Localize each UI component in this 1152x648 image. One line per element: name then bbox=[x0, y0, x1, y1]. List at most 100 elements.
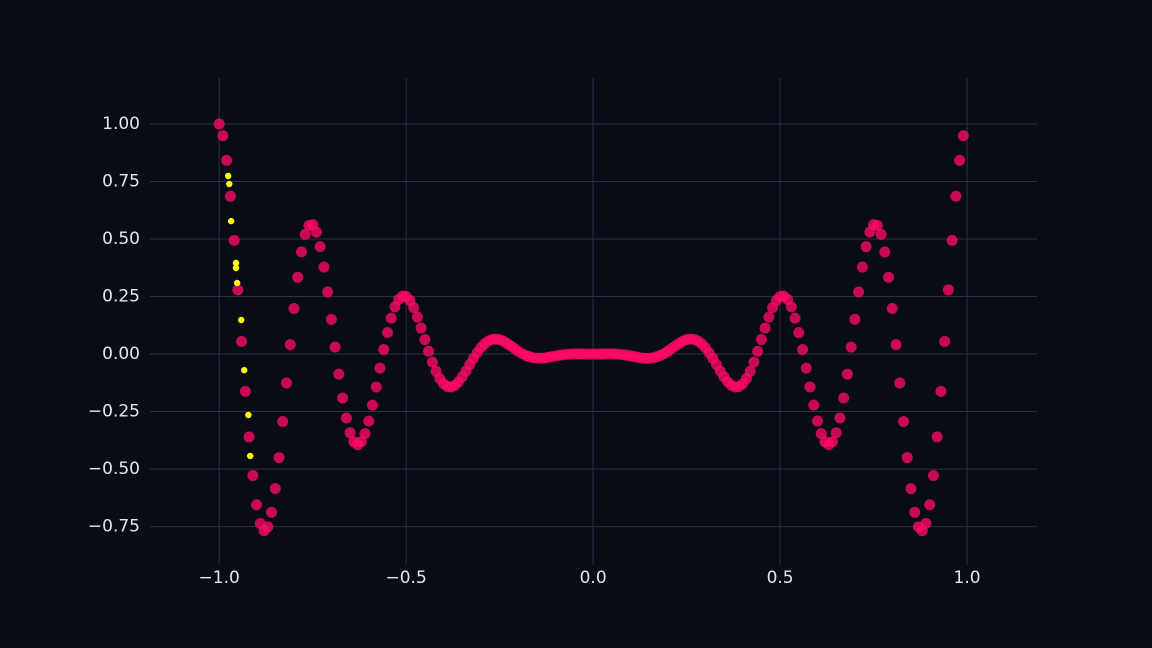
point bbox=[288, 303, 300, 315]
point bbox=[957, 130, 969, 142]
point bbox=[344, 427, 356, 439]
point bbox=[224, 190, 236, 202]
point bbox=[879, 246, 891, 258]
point bbox=[942, 284, 954, 296]
point bbox=[408, 302, 420, 314]
point bbox=[946, 234, 958, 246]
point bbox=[411, 311, 423, 323]
point bbox=[232, 264, 240, 272]
point bbox=[797, 343, 809, 355]
x-tick-label: 0.0 bbox=[580, 568, 607, 588]
point bbox=[423, 345, 435, 357]
point bbox=[314, 241, 326, 253]
point bbox=[370, 381, 382, 393]
point bbox=[793, 327, 805, 339]
point bbox=[826, 436, 838, 448]
y-tick-label: 0.50 bbox=[102, 229, 140, 249]
point bbox=[280, 377, 292, 389]
point bbox=[748, 356, 760, 368]
point bbox=[811, 415, 823, 427]
point bbox=[939, 335, 951, 347]
point bbox=[325, 313, 337, 325]
point bbox=[950, 190, 962, 202]
point bbox=[381, 327, 393, 339]
point bbox=[232, 284, 244, 296]
point bbox=[808, 399, 820, 411]
point bbox=[366, 399, 378, 411]
point bbox=[251, 499, 263, 511]
point bbox=[284, 339, 296, 351]
y-tick-label: 0.25 bbox=[102, 287, 140, 307]
point bbox=[359, 428, 371, 440]
point bbox=[299, 228, 311, 240]
point bbox=[755, 334, 767, 346]
point bbox=[228, 234, 240, 246]
point bbox=[890, 339, 902, 351]
point bbox=[894, 377, 906, 389]
point bbox=[871, 219, 883, 231]
point bbox=[752, 345, 764, 357]
point bbox=[905, 483, 917, 495]
point bbox=[239, 385, 251, 397]
y-tick-label: 0.00 bbox=[102, 344, 140, 364]
point bbox=[931, 431, 943, 443]
point bbox=[243, 431, 255, 443]
point bbox=[935, 385, 947, 397]
point bbox=[804, 381, 816, 393]
point bbox=[883, 271, 895, 283]
point bbox=[830, 427, 842, 439]
point bbox=[329, 341, 341, 353]
point bbox=[875, 228, 887, 240]
point bbox=[849, 313, 861, 325]
point bbox=[426, 356, 438, 368]
point bbox=[845, 341, 857, 353]
point bbox=[920, 517, 932, 529]
y-tick-label: −0.75 bbox=[88, 517, 140, 537]
point bbox=[224, 172, 232, 180]
point bbox=[800, 362, 812, 374]
point bbox=[834, 412, 846, 424]
point bbox=[419, 334, 431, 346]
point bbox=[322, 286, 334, 298]
point bbox=[233, 279, 241, 287]
point bbox=[853, 286, 865, 298]
x-tick-label: −0.5 bbox=[386, 568, 427, 588]
point bbox=[860, 241, 872, 253]
point bbox=[841, 368, 853, 380]
point bbox=[785, 301, 797, 313]
point bbox=[954, 154, 966, 166]
point bbox=[886, 303, 898, 315]
x-tick-label: 0.5 bbox=[767, 568, 794, 588]
point bbox=[232, 259, 240, 267]
point bbox=[909, 506, 921, 518]
point bbox=[273, 452, 285, 464]
point bbox=[763, 311, 775, 323]
point bbox=[245, 411, 252, 419]
point bbox=[856, 261, 868, 273]
point bbox=[295, 246, 307, 258]
point bbox=[378, 343, 390, 355]
point bbox=[227, 217, 235, 225]
point bbox=[241, 366, 248, 374]
point bbox=[340, 412, 352, 424]
point bbox=[337, 392, 349, 404]
point bbox=[226, 180, 233, 188]
point bbox=[838, 392, 850, 404]
point bbox=[927, 470, 939, 482]
point bbox=[318, 261, 330, 273]
point bbox=[277, 415, 289, 427]
point bbox=[385, 312, 397, 324]
point bbox=[213, 118, 225, 130]
point bbox=[238, 316, 245, 324]
point bbox=[374, 362, 386, 374]
point bbox=[415, 322, 427, 334]
point bbox=[217, 130, 229, 142]
point bbox=[266, 506, 278, 518]
point bbox=[759, 322, 771, 334]
y-tick-label: −0.25 bbox=[88, 402, 140, 422]
point bbox=[898, 415, 910, 427]
x-tick-label: −1.0 bbox=[199, 568, 240, 588]
point bbox=[333, 368, 345, 380]
